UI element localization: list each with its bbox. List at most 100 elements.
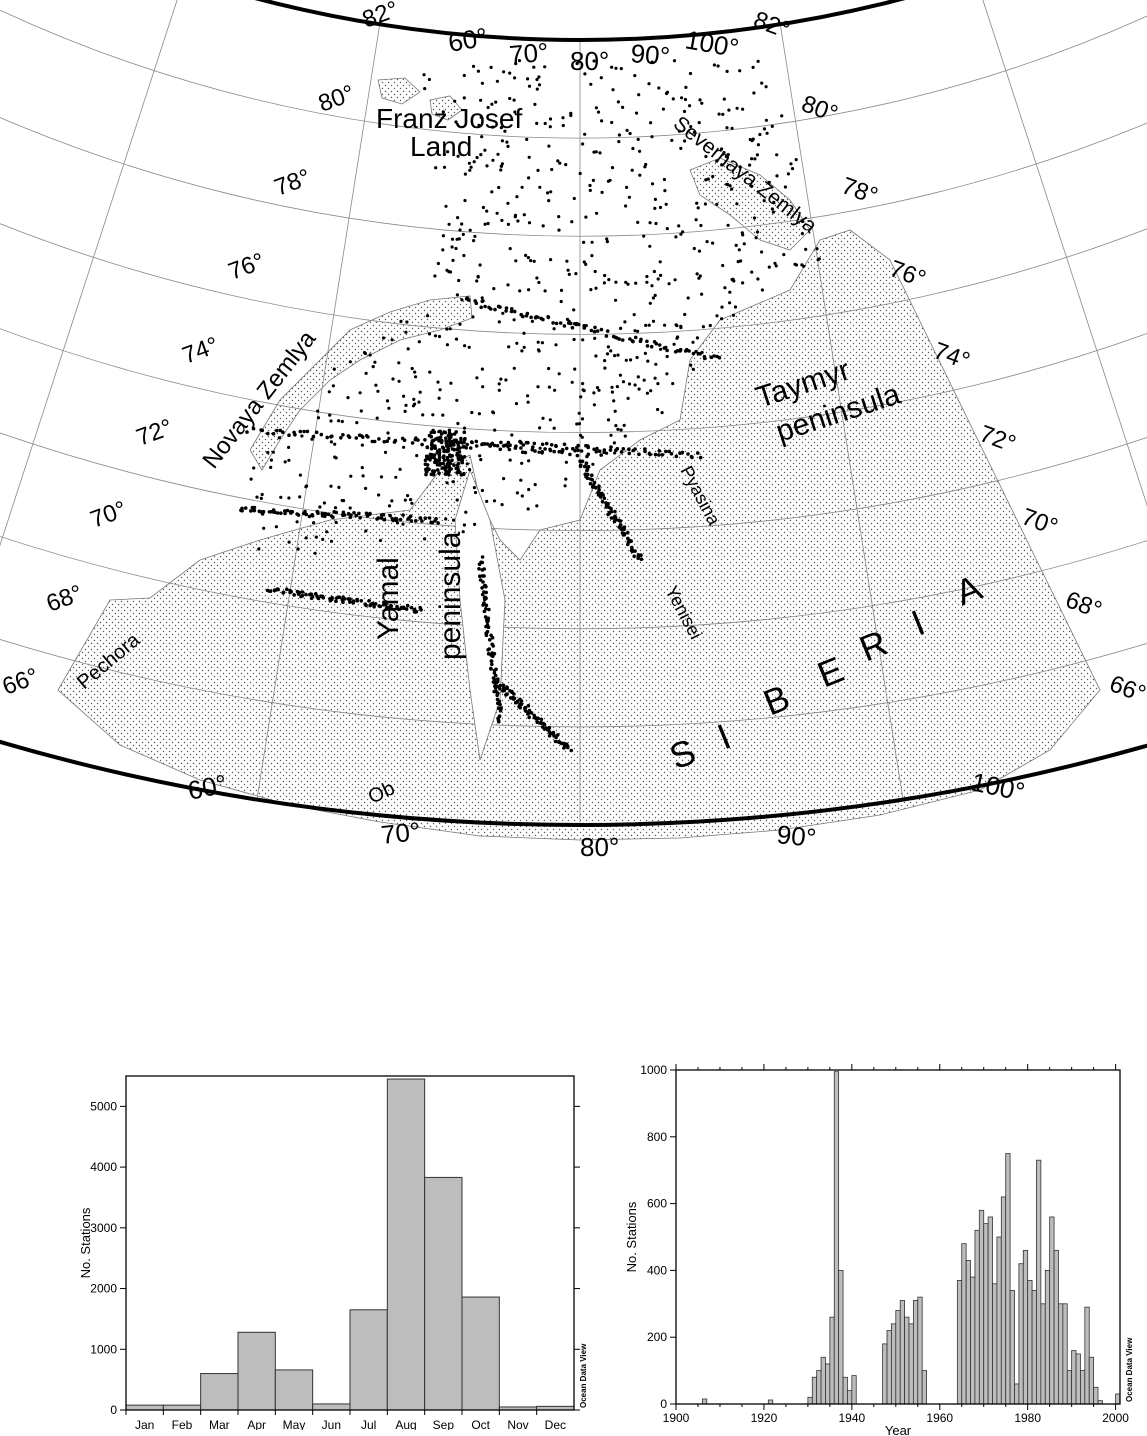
bar-1955 [917,1296,923,1405]
station-dot [552,426,556,430]
bar-1930 [807,1396,813,1405]
station-dot [456,468,461,473]
bar-1951 [899,1300,905,1405]
station-dot [755,153,760,157]
station-dot [441,455,446,460]
lon-label-90-top: 90° [629,38,671,71]
station-dot [631,146,635,151]
station-dot [300,434,304,438]
station-dot [758,132,762,137]
station-dot [240,508,244,513]
station-dot [357,511,361,516]
station-dot [327,390,331,394]
station-dot [595,329,600,333]
station-dot [341,512,345,517]
station-dot [373,602,378,606]
station-dot [260,428,265,433]
station-dot [304,592,308,597]
station-dot [495,444,500,448]
station-dot [491,411,496,415]
station-dot [741,107,745,111]
station-dot [537,349,541,353]
station-dot [475,279,479,283]
y-tick-label: 1000 [640,1063,667,1077]
station-dot [728,290,732,294]
station-dot [562,324,567,328]
x-tick-label-1960: 1960 [926,1411,953,1425]
station-dot [512,98,516,102]
station-dot [323,511,327,516]
station-dot [484,633,489,638]
station-dot [619,450,624,454]
station-dot [696,206,700,210]
station-dot [765,131,769,135]
station-dot [507,345,511,349]
station-dot [467,345,471,349]
station-dot [711,241,715,245]
station-dot [651,319,656,323]
station-dot [625,128,629,132]
station-dot [346,597,351,601]
station-dot [479,458,483,462]
station-dot [552,449,556,454]
station-dot [501,683,506,687]
station-dot [545,728,550,732]
station-dot [671,97,675,101]
station-dot [430,520,435,525]
station-dot [564,446,569,451]
x-tick-label-1920: 1920 [751,1411,778,1425]
bar-1973 [996,1236,1002,1405]
station-dot [581,382,585,386]
station-dot [690,455,694,460]
station-dot [673,278,677,282]
station-dot [377,493,381,497]
bar-jan [125,1404,164,1411]
station-dot [627,451,632,456]
station-dot [367,599,371,603]
station-dot [354,513,359,518]
station-dot [404,403,408,407]
station-dot [588,481,593,486]
station-dot [562,442,567,447]
station-dot [416,438,420,442]
station-dot [580,459,585,464]
station-dot [456,154,460,158]
station-dot [730,187,734,191]
station-dot [482,609,487,614]
station-dot [328,413,332,417]
station-dot [447,469,452,474]
station-dot [695,272,699,276]
lat-label-66-left: 66° [0,663,42,701]
station-dot [667,282,671,286]
station-dot [519,446,523,450]
bar-1990 [1071,1350,1077,1405]
station-dot [373,360,377,364]
station-dot [428,452,433,457]
station-dot [530,319,535,323]
station-dot [436,261,440,266]
station-dot [624,204,628,208]
station-dot [717,355,722,360]
station-dot [364,371,368,375]
x-tick-label-feb: Feb [172,1418,193,1430]
station-dot [715,202,719,206]
parallel-line [261,0,899,41]
station-dot [554,444,558,449]
station-dot [656,277,660,281]
station-dot [578,171,582,176]
station-dot [663,323,667,327]
station-dot [533,449,537,453]
bar-mar [200,1373,239,1411]
station-dot [359,409,363,413]
station-dot [583,132,587,136]
station-dot [425,468,429,473]
station-dot [318,505,322,509]
station-dot [637,452,641,457]
station-dot [314,535,318,539]
station-dot [705,240,709,244]
station-dot [341,600,345,604]
station-dot [649,121,653,125]
station-dot [657,449,662,453]
station-dot [445,343,449,347]
station-dot [760,250,764,254]
